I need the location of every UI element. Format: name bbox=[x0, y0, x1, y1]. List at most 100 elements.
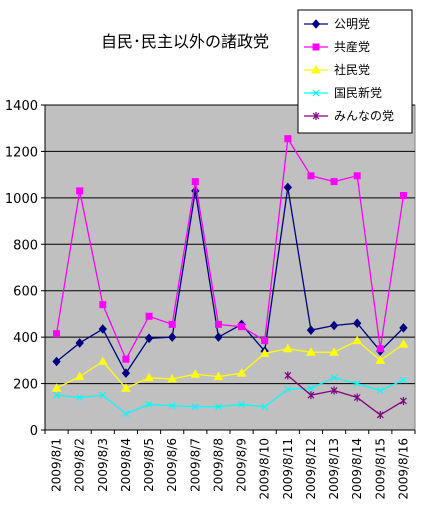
series-2 bbox=[51, 335, 409, 392]
data-point bbox=[145, 401, 153, 408]
legend-item: 社民党 bbox=[304, 62, 370, 77]
data-point bbox=[215, 403, 222, 411]
data-point bbox=[191, 403, 199, 411]
y-tick-label: 0 bbox=[30, 424, 38, 439]
x-tick-label: 2009/8/15 bbox=[373, 438, 387, 500]
data-point bbox=[284, 135, 292, 143]
data-point bbox=[190, 369, 201, 378]
data-point bbox=[238, 323, 246, 331]
data-point bbox=[121, 368, 131, 378]
data-point bbox=[53, 330, 61, 338]
x-tick-label: 2009/8/7 bbox=[188, 438, 202, 492]
x-tick-label: 2009/8/13 bbox=[327, 438, 341, 500]
x-tick-label: 2009/8/16 bbox=[396, 438, 410, 500]
data-point bbox=[353, 172, 361, 180]
data-point bbox=[122, 355, 130, 363]
y-tick-label: 400 bbox=[13, 331, 38, 346]
x-tick-label: 2009/8/2 bbox=[73, 438, 87, 492]
data-point bbox=[74, 371, 85, 381]
y-tick-label: 600 bbox=[13, 285, 38, 300]
series-1 bbox=[53, 135, 407, 363]
data-point bbox=[306, 347, 316, 356]
data-point bbox=[99, 301, 107, 309]
data-point bbox=[168, 332, 177, 342]
y-tick-label: 800 bbox=[13, 238, 38, 253]
data-point bbox=[261, 337, 269, 345]
legend-label: 公明党 bbox=[334, 16, 370, 31]
data-point bbox=[282, 343, 293, 353]
series-3 bbox=[53, 374, 407, 418]
data-point bbox=[214, 332, 223, 342]
data-point bbox=[307, 384, 315, 392]
data-point bbox=[283, 182, 292, 193]
data-point bbox=[121, 383, 131, 392]
legend-label: 社民党 bbox=[334, 62, 370, 77]
legend-marker bbox=[311, 19, 321, 29]
data-point bbox=[214, 320, 222, 328]
series-line bbox=[56, 187, 404, 375]
data-point bbox=[167, 373, 178, 383]
data-point bbox=[329, 320, 339, 331]
data-point bbox=[75, 338, 84, 348]
data-point bbox=[353, 318, 362, 328]
data-point bbox=[53, 391, 60, 399]
y-tick-label: 1200 bbox=[5, 145, 38, 160]
data-point bbox=[284, 385, 292, 393]
x-tick-label: 2009/8/9 bbox=[235, 438, 249, 492]
data-point bbox=[376, 410, 384, 419]
legend-item: みんなの党 bbox=[304, 108, 394, 123]
series-line bbox=[56, 339, 404, 390]
legend-marker bbox=[312, 112, 320, 120]
data-point bbox=[307, 172, 315, 180]
data-point bbox=[144, 372, 154, 382]
x-tick-label: 2009/8/4 bbox=[119, 438, 133, 492]
data-point bbox=[399, 323, 408, 333]
legend-marker bbox=[311, 64, 321, 74]
legend-item: 国民新党 bbox=[304, 85, 382, 100]
data-point bbox=[52, 356, 61, 367]
data-point bbox=[213, 371, 224, 381]
data-point bbox=[398, 339, 409, 348]
data-point bbox=[168, 320, 176, 328]
x-tick-label: 2009/8/1 bbox=[50, 438, 64, 492]
data-point bbox=[99, 391, 107, 399]
data-point bbox=[352, 335, 363, 345]
legend-item: 共産党 bbox=[304, 39, 370, 54]
legend-label: 国民新党 bbox=[334, 85, 382, 100]
y-tick-label: 1000 bbox=[5, 192, 38, 207]
data-point bbox=[400, 376, 407, 384]
data-point bbox=[400, 396, 407, 405]
series-line bbox=[287, 374, 404, 416]
series-4 bbox=[284, 371, 407, 419]
legend-label: みんなの党 bbox=[334, 108, 394, 123]
x-tick-label: 2009/8/5 bbox=[142, 438, 156, 492]
data-point bbox=[330, 178, 338, 186]
series-line bbox=[56, 377, 404, 415]
x-tick-label: 2009/8/14 bbox=[350, 438, 364, 500]
plot-area bbox=[44, 104, 416, 431]
data-point bbox=[236, 368, 247, 377]
data-point bbox=[375, 355, 386, 364]
x-tick-label: 2009/8/3 bbox=[96, 438, 110, 492]
data-point bbox=[145, 312, 153, 320]
x-axis: 2009/8/1 2009/8/2 2009/8/3 2009/8/4 2009/8/5… bbox=[44, 429, 416, 500]
series-line bbox=[55, 136, 405, 361]
data-point bbox=[284, 371, 292, 380]
series-0 bbox=[52, 182, 408, 378]
data-point bbox=[98, 324, 107, 334]
x-tick-label: 2009/8/11 bbox=[281, 438, 295, 500]
data-point bbox=[330, 374, 338, 382]
data-point bbox=[330, 386, 338, 395]
data-point bbox=[51, 383, 62, 392]
data-point bbox=[144, 333, 154, 344]
data-point bbox=[238, 401, 245, 408]
legend-marker bbox=[312, 89, 320, 97]
y-tick-label: 1400 bbox=[5, 99, 38, 114]
legend-item: 公明党 bbox=[304, 16, 370, 31]
legend-marker bbox=[312, 43, 320, 51]
data-point bbox=[353, 393, 361, 402]
data-point bbox=[376, 345, 384, 353]
x-tick-label: 2009/8/8 bbox=[211, 438, 225, 492]
